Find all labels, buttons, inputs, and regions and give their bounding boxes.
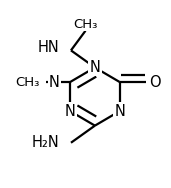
Text: N: N <box>114 104 125 119</box>
Text: N: N <box>65 104 76 119</box>
Text: O: O <box>150 74 161 89</box>
Text: CH₃: CH₃ <box>73 18 98 31</box>
Text: N: N <box>49 74 60 89</box>
Text: CH₃: CH₃ <box>15 76 39 89</box>
Text: H₂N: H₂N <box>31 135 59 150</box>
Text: HN: HN <box>37 40 59 55</box>
Text: N: N <box>89 60 100 75</box>
